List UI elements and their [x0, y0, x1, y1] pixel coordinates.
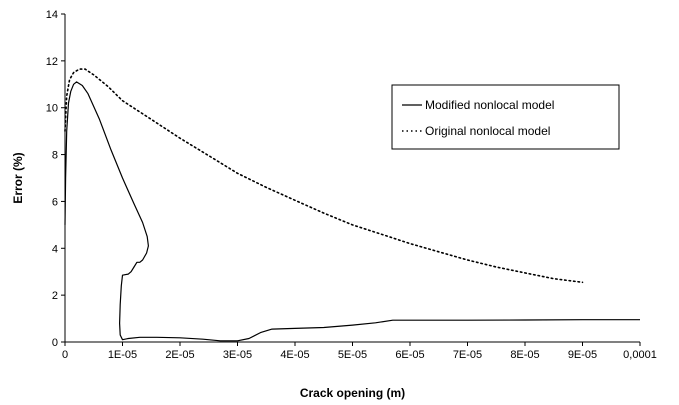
- y-tick-label: 8: [52, 150, 58, 162]
- legend: Modified nonlocal model Original nonloca…: [391, 84, 620, 150]
- legend-label-modified: Modified nonlocal model: [425, 98, 554, 112]
- legend-label-original: Original nonlocal model: [425, 124, 550, 138]
- series-line-modified: [64, 81, 640, 342]
- y-tick-label: 0: [52, 337, 58, 349]
- series-line-original: [64, 68, 584, 284]
- y-tick-label: 14: [46, 9, 58, 21]
- legend-box: [391, 84, 620, 150]
- x-tick-label: 0: [62, 349, 68, 361]
- y-tick-label: 6: [52, 196, 58, 208]
- y-ticks: 0 2 4 6 8 10 12 14: [46, 9, 65, 349]
- y-tick-label: 10: [46, 103, 58, 115]
- x-tick-label: 0,0001: [623, 349, 657, 361]
- x-tick-label: 5E-05: [338, 349, 367, 361]
- x-axis-title: Crack opening (m): [300, 386, 405, 400]
- y-axis-title: Error (%): [11, 152, 25, 203]
- x-tick-label: 7E-05: [453, 349, 482, 361]
- x-tick-label: 4E-05: [280, 349, 309, 361]
- x-tick-label: 1E-05: [108, 349, 137, 361]
- x-ticks: 0 1E-05 2E-05 3E-05 4E-05 5E-05 6E-05 7E-05 8E-0…: [62, 342, 657, 361]
- x-tick-label: 3E-05: [223, 349, 252, 361]
- y-tick-label: 12: [46, 56, 58, 68]
- x-tick-label: 9E-05: [568, 349, 597, 361]
- series-layer: [64, 68, 640, 342]
- x-tick-label: 8E-05: [510, 349, 539, 361]
- y-tick-label: 4: [52, 243, 58, 255]
- x-tick-label: 6E-05: [395, 349, 424, 361]
- x-tick-label: 2E-05: [165, 349, 194, 361]
- y-tick-label: 2: [52, 290, 58, 302]
